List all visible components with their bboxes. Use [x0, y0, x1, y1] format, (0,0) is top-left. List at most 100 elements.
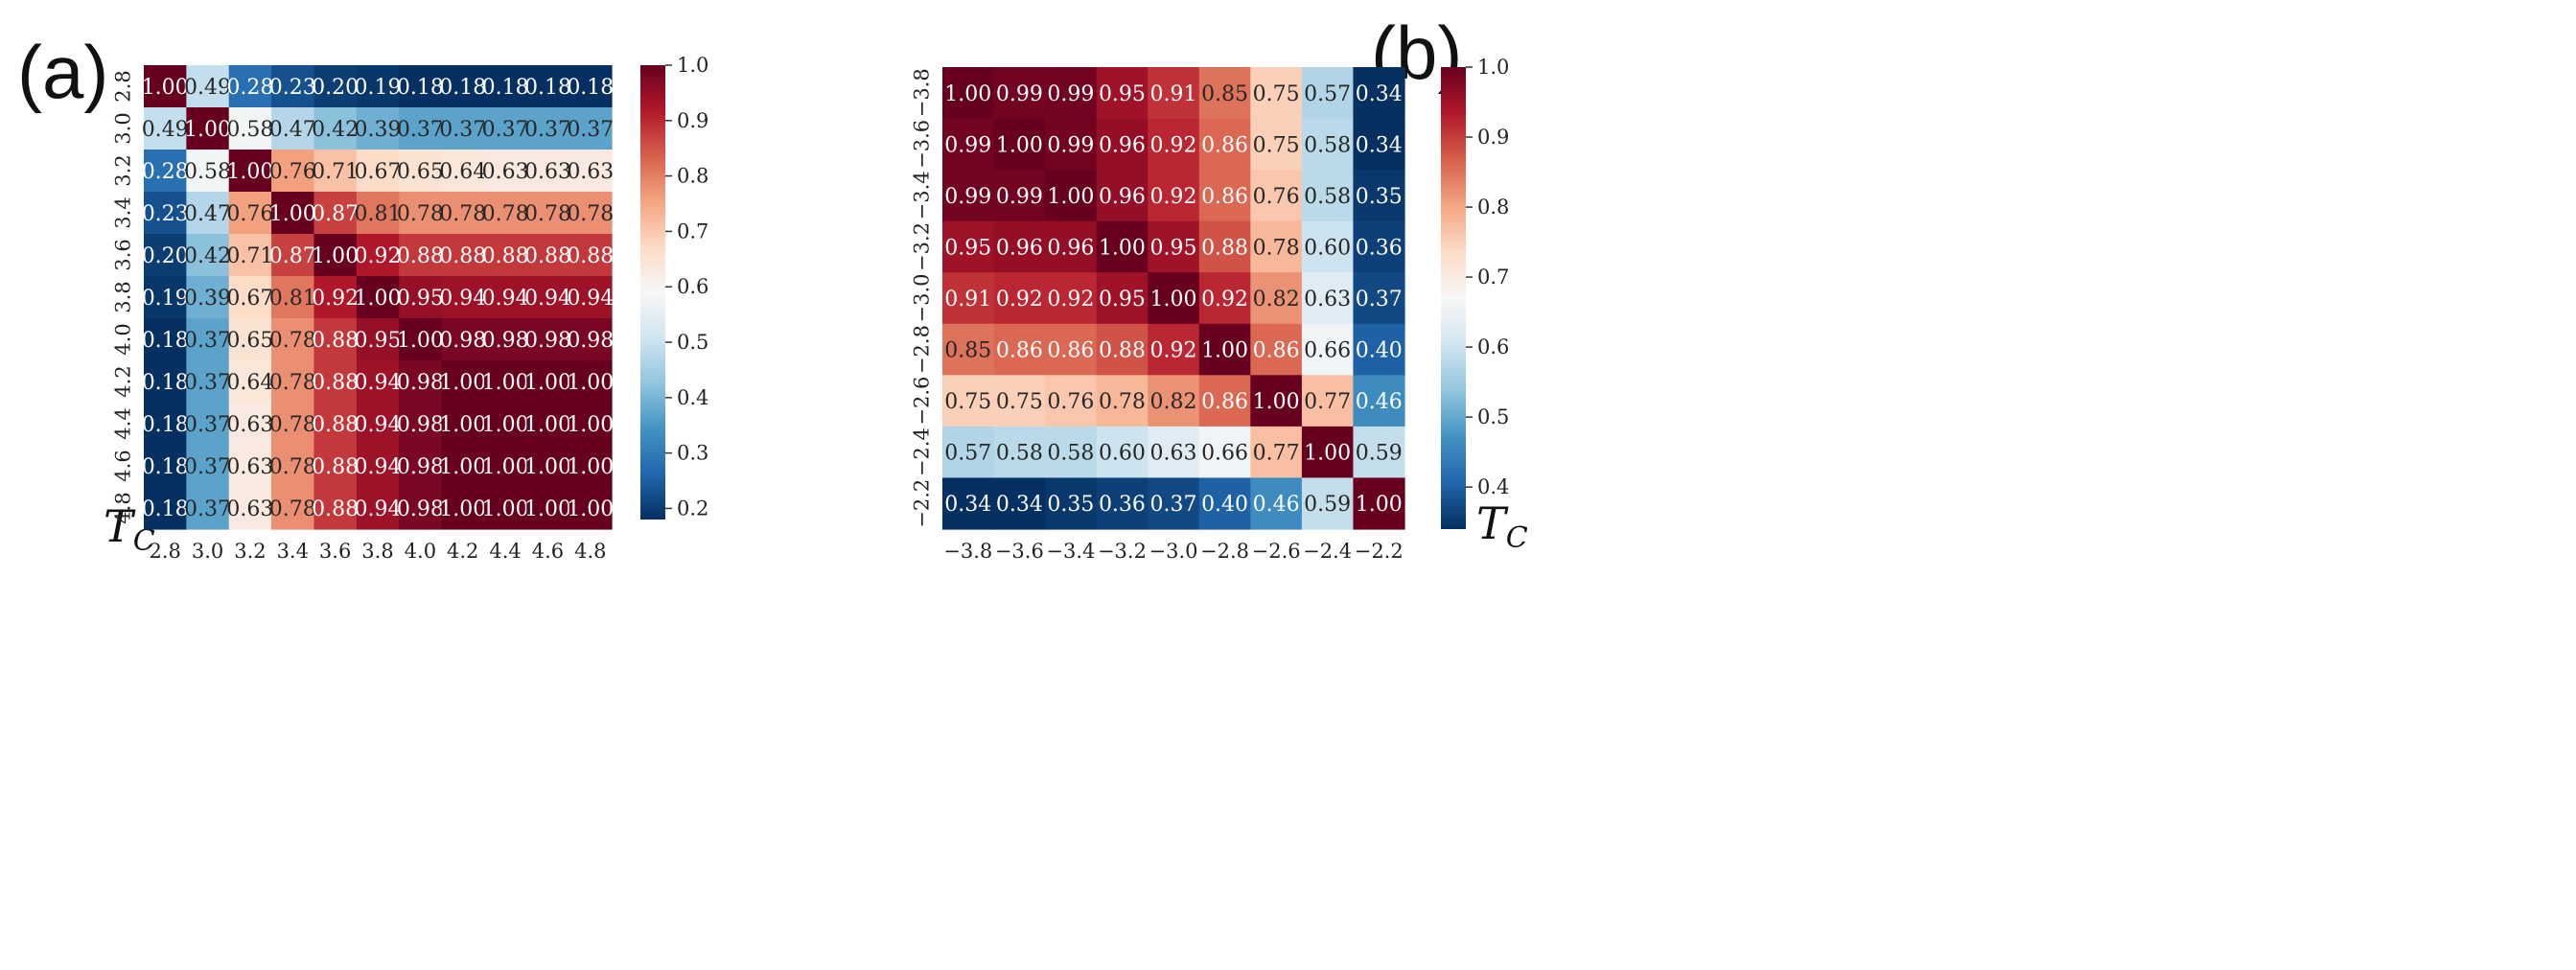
heatmap-cell	[1301, 220, 1355, 273]
heatmap-cell	[399, 445, 443, 488]
cell-value-label: 1.00	[397, 329, 444, 353]
heatmap-cell	[186, 65, 230, 108]
heatmap-cell	[399, 487, 443, 530]
heatmap-cell	[1353, 375, 1405, 427]
heatmap-cell	[228, 487, 272, 530]
cell-value-label: 1.00	[524, 371, 571, 395]
heatmap-cell	[441, 360, 485, 404]
cell-value-label: 0.96	[1047, 236, 1094, 260]
colorbar-tick-label: 0.7	[677, 219, 708, 242]
heatmap-cell	[483, 403, 527, 446]
heatmap-cell	[144, 276, 187, 319]
cell-value-label: 0.40	[1201, 493, 1248, 517]
x-tick-label: 4.8	[574, 540, 606, 563]
heatmap-cell	[1301, 67, 1355, 120]
cell-value-label: 0.75	[944, 390, 991, 414]
heatmap-cell	[942, 272, 995, 325]
heatmap-cell	[993, 67, 1046, 120]
cell-value-label: 0.99	[1047, 82, 1094, 106]
y-tick-label: −3.8	[911, 68, 934, 117]
cell-value-label: 0.98	[524, 329, 571, 353]
cell-value-label: 0.95	[355, 329, 402, 353]
cell-value-label: 0.98	[567, 329, 614, 353]
cell-value-label: 0.71	[226, 244, 273, 268]
heatmap-cell	[993, 426, 1046, 479]
cell-value-label: 1.00	[524, 413, 571, 437]
heatmap-cell	[1301, 426, 1355, 479]
heatmap-cell	[144, 403, 187, 446]
heatmap-cell	[1096, 220, 1149, 273]
heatmap-cell	[1148, 272, 1200, 325]
y-tick-label: −3.2	[911, 222, 934, 271]
heatmap-cell	[441, 487, 485, 530]
cell-value-label: 0.34	[996, 493, 1043, 517]
heatmap-cell	[569, 234, 613, 277]
x-tick-label: 3.2	[234, 540, 266, 563]
cell-value-label: 0.75	[1253, 133, 1300, 157]
y-tick-label: −3.4	[911, 171, 934, 219]
cell-value-label: 1.00	[524, 455, 571, 479]
cell-value-label: 0.37	[524, 118, 571, 142]
heatmap-cell	[271, 107, 315, 150]
cell-value-label: 0.18	[142, 497, 189, 521]
y-tick-label: 4.2	[112, 365, 135, 397]
cell-value-label: 0.37	[567, 118, 614, 142]
colorbar-tick-label: 0.9	[1477, 126, 1509, 149]
heatmap-cell	[228, 192, 272, 235]
heatmap-cell	[186, 276, 230, 319]
heatmap-cell	[441, 276, 485, 319]
heatmap-cell	[942, 67, 995, 120]
heatmap-cell	[526, 276, 570, 319]
heatmap-cell	[569, 192, 613, 235]
cell-value-label: 0.37	[397, 118, 444, 142]
cell-value-label: 0.78	[439, 202, 486, 226]
cell-value-label: 0.39	[184, 287, 231, 311]
heatmap-cell	[441, 318, 485, 361]
heatmap-cell	[1250, 67, 1303, 120]
cell-value-label: 0.78	[567, 202, 614, 226]
cell-value-label: 1.00	[567, 413, 614, 437]
cell-value-label: 0.95	[1150, 236, 1197, 260]
cell-value-label: 0.95	[1099, 82, 1146, 106]
cell-value-label: 0.58	[996, 442, 1043, 466]
heatmap-cell	[1045, 67, 1098, 120]
heatmap-cell	[1198, 170, 1251, 222]
heatmap-cell	[186, 234, 230, 277]
heatmap-cell	[228, 318, 272, 361]
colorbar-tick-label: 0.6	[1477, 335, 1509, 358]
cell-value-label: 0.65	[397, 160, 444, 184]
heatmap-cell	[483, 107, 527, 150]
heatmap-cell	[399, 65, 443, 108]
cell-value-label: 0.67	[226, 287, 273, 311]
heatmap-cell	[569, 65, 613, 108]
heatmap-cell	[228, 234, 272, 277]
heatmap-cell	[144, 107, 187, 150]
cell-value-label: 1.00	[482, 413, 529, 437]
y-axis-label: TC	[1476, 497, 1528, 555]
cell-value-label: 0.78	[482, 202, 529, 226]
cell-value-label: 0.37	[1150, 493, 1197, 517]
cell-value-label: 0.78	[397, 202, 444, 226]
heatmap-cell	[144, 234, 187, 277]
cell-value-label: 0.39	[355, 118, 402, 142]
heatmap-cell	[1045, 272, 1098, 325]
cell-value-label: 0.57	[1304, 82, 1351, 106]
cell-value-label: 0.86	[1201, 390, 1248, 414]
heatmap-cell	[356, 445, 400, 488]
cell-value-label: 0.87	[312, 202, 359, 226]
y-tick-labels: −3.8 −3.6−3.4 −3.2 −3.0−2.8 −2.6−2.4 −2.2	[911, 68, 934, 527]
y-tick-label: 3.4	[112, 196, 135, 228]
colorbar: 1.0 0.9 0.8 0.7 0.6 0.5 0.4	[1441, 56, 1509, 529]
cell-value-label: 0.77	[1304, 390, 1351, 414]
x-tick-label: −3.6	[995, 540, 1044, 563]
x-tick-label: 4.2	[447, 540, 478, 563]
heatmap-cell	[228, 150, 272, 193]
cell-value-label: 0.88	[524, 244, 571, 268]
colorbar-tick-label: 0.3	[677, 442, 708, 465]
heatmap-cell	[1250, 426, 1303, 479]
x-tick-label: −2.2	[1355, 540, 1404, 563]
cell-value-label: 0.77	[1253, 442, 1300, 466]
cell-value-label: 0.86	[996, 339, 1043, 363]
heatmap-cell	[313, 487, 358, 530]
y-axis-label: TC	[104, 500, 155, 558]
